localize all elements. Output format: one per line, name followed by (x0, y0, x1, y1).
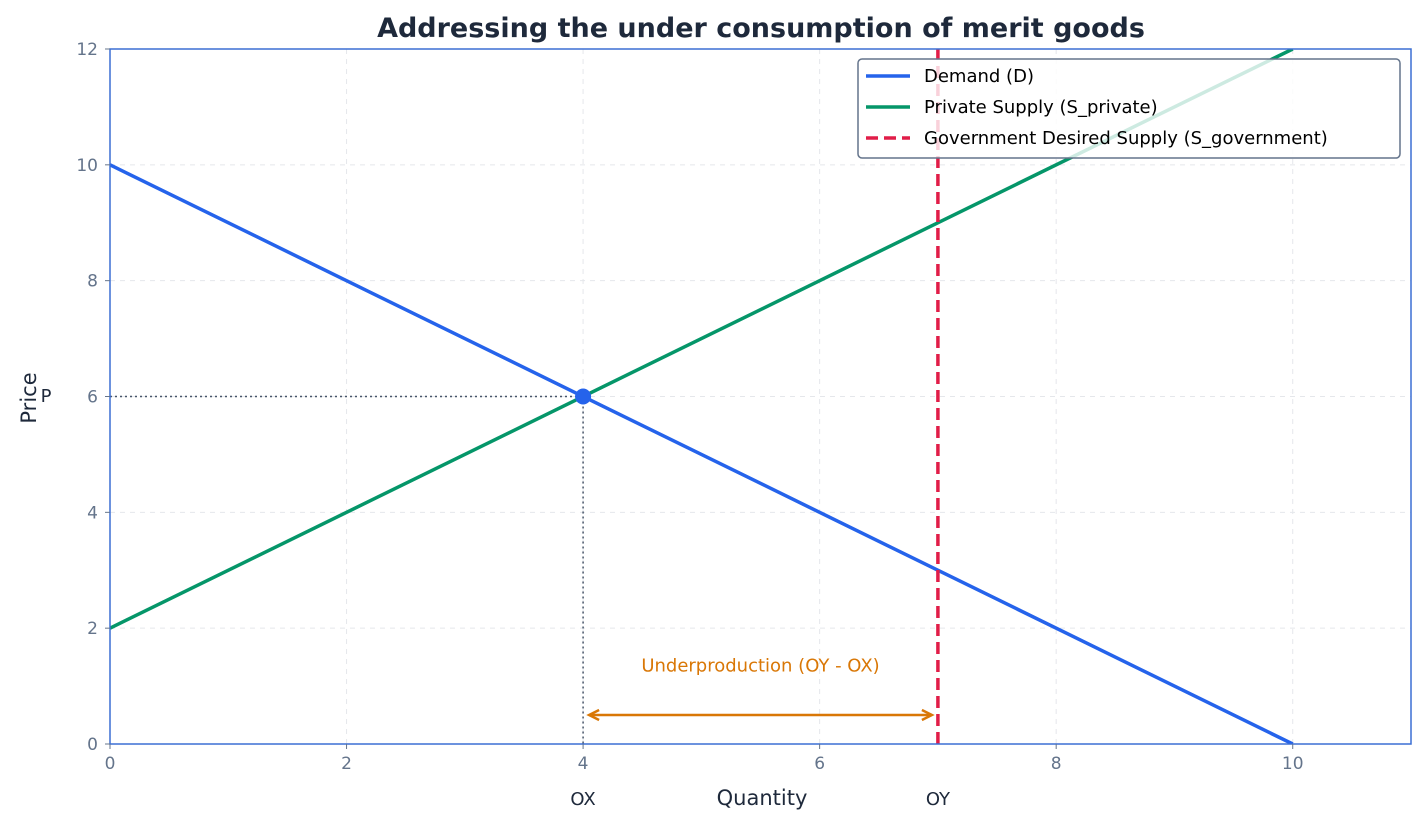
underproduction-annotation: Underproduction (OY - OX) (586, 656, 935, 722)
quantity-label: OY (926, 789, 951, 810)
chart-title: Addressing the under consumption of meri… (377, 13, 1145, 44)
underproduction-arrow-head-left (586, 708, 600, 722)
x-axis-label: Quantity (717, 786, 808, 810)
y-axis-price-symbol: P (41, 386, 52, 407)
y-tick-label: 4 (87, 503, 98, 523)
equilibrium-point (575, 388, 592, 405)
series-line-0 (110, 163, 1294, 744)
y-tick-label: 2 (87, 619, 98, 639)
x-tick-label: 8 (1051, 754, 1062, 774)
equilibrium-guides (110, 395, 584, 744)
x-tick-label: 2 (341, 754, 352, 774)
legend-label: Private Supply (S_private) (924, 97, 1158, 118)
x-tick-label: 6 (814, 754, 825, 774)
legend-box (857, 58, 1401, 159)
legend: Demand (D) Private Supply (S_private) Gove… (857, 58, 1401, 159)
x-tick-label: 10 (1282, 754, 1304, 774)
legend-label: Demand (D) (924, 66, 1034, 87)
y-axis-label: Price (17, 372, 41, 423)
legend-label: Government Desired Supply (S_government) (924, 128, 1328, 149)
y-tick-label: 10 (76, 156, 98, 176)
axis-ticks: 0 2 4 6 8 10 0 2 4 6 8 10 12 (76, 40, 1303, 774)
x-tick-label: 0 (105, 754, 116, 774)
y-tick-label: 6 (87, 388, 98, 408)
underproduction-label: Underproduction (OY - OX) (641, 656, 879, 677)
x-tick-label: 4 (578, 754, 589, 774)
y-tick-label: 0 (87, 735, 98, 755)
y-tick-label: 8 (87, 272, 98, 292)
quantity-label: OX (570, 789, 595, 810)
underproduction-arrow-head-right (921, 708, 935, 722)
y-tick-label: 12 (76, 40, 98, 60)
quantity-labels: OX OY (570, 789, 951, 810)
